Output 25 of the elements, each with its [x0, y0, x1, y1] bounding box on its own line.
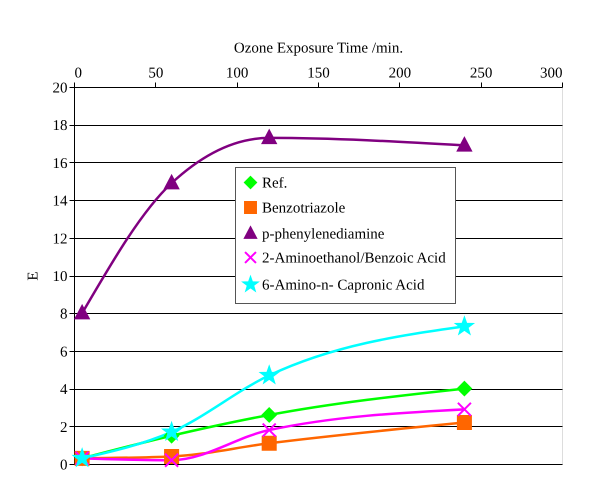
y-tick-label: 8 — [60, 306, 68, 323]
x-tick-label: 150 — [307, 66, 330, 82]
y-tick-label: 20 — [52, 80, 68, 96]
y-tick-label: 4 — [60, 382, 68, 398]
y-tick-label: 2 — [60, 420, 68, 436]
y-tick-label: 18 — [52, 118, 68, 134]
x-tick-label: 50 — [148, 66, 164, 82]
x-tick-label: 300 — [540, 66, 562, 82]
y-tick-label: 10 — [52, 269, 68, 285]
x-tick-label: 250 — [470, 66, 492, 82]
x-tick-label: 0 — [74, 66, 82, 82]
legend-label: p-phenylenediamine — [262, 226, 385, 242]
x-tick-label: 100 — [226, 66, 248, 82]
y-axis-title: E — [26, 271, 42, 281]
x-axis-title: Ozone Exposure Time /min. — [234, 40, 404, 56]
legend-label: Benzotriazole — [262, 200, 346, 216]
legend-label: 2-Aminoethanol/Benzoic Acid — [262, 250, 446, 266]
y-tick-label: 14 — [52, 194, 68, 210]
y-tick-label: 16 — [52, 156, 68, 172]
y-tick-label: 12 — [52, 231, 68, 248]
legend-label: Ref. — [262, 176, 288, 192]
x-tick-label: 200 — [388, 66, 412, 82]
y-tick-label: 6 — [60, 344, 68, 360]
legend-label: 6-Amino-n- Capronic Acid — [262, 278, 425, 294]
y-tick-label: 0 — [60, 458, 68, 474]
